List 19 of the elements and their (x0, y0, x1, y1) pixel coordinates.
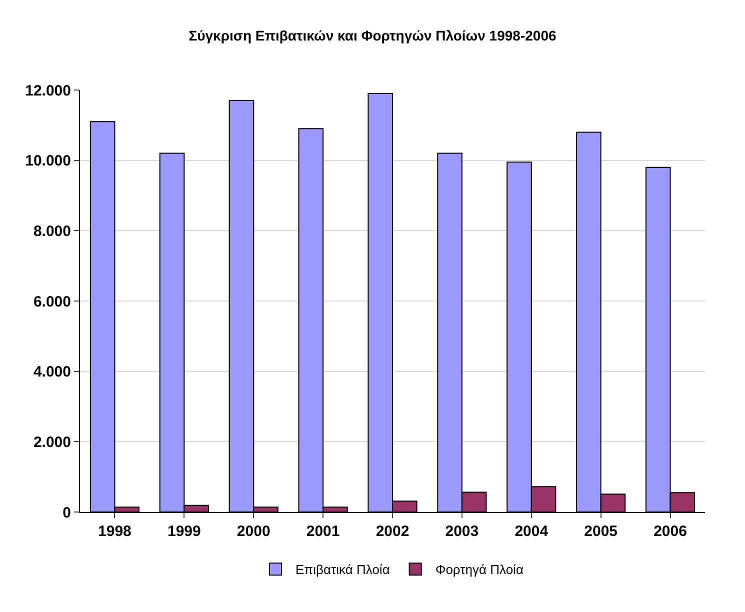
y-tick-label: 8.000 (33, 222, 71, 240)
x-tick-label: 2006 (654, 523, 687, 540)
chart-title: Σύγκριση Επιβατικών και Φορτηγών Πλοίων 1998-2006 (188, 27, 556, 44)
y-tick-label: 2.000 (33, 434, 71, 451)
y-tick-label: 12.000 (25, 82, 71, 100)
x-tick-label: 2004 (514, 523, 549, 540)
y-tick-label: 6.000 (33, 293, 71, 310)
x-tick-label: 1999 (167, 523, 201, 540)
y-tick-label: 0 (62, 504, 71, 522)
y-tick-label: 10.000 (25, 152, 71, 170)
x-tick-label: 2002 (376, 523, 410, 540)
x-tick-label: 1998 (98, 523, 132, 540)
y-tick-label: 4.000 (33, 364, 71, 381)
x-tick-label: 2003 (445, 523, 479, 540)
x-tick-label: 2000 (236, 523, 270, 540)
x-tick-label: 2001 (306, 523, 340, 540)
x-tick-label: 2005 (584, 523, 618, 540)
legend-label: Επιβατικά Πλοία (296, 562, 390, 578)
legend-label: Φορτηγά Πλοία (435, 562, 524, 578)
